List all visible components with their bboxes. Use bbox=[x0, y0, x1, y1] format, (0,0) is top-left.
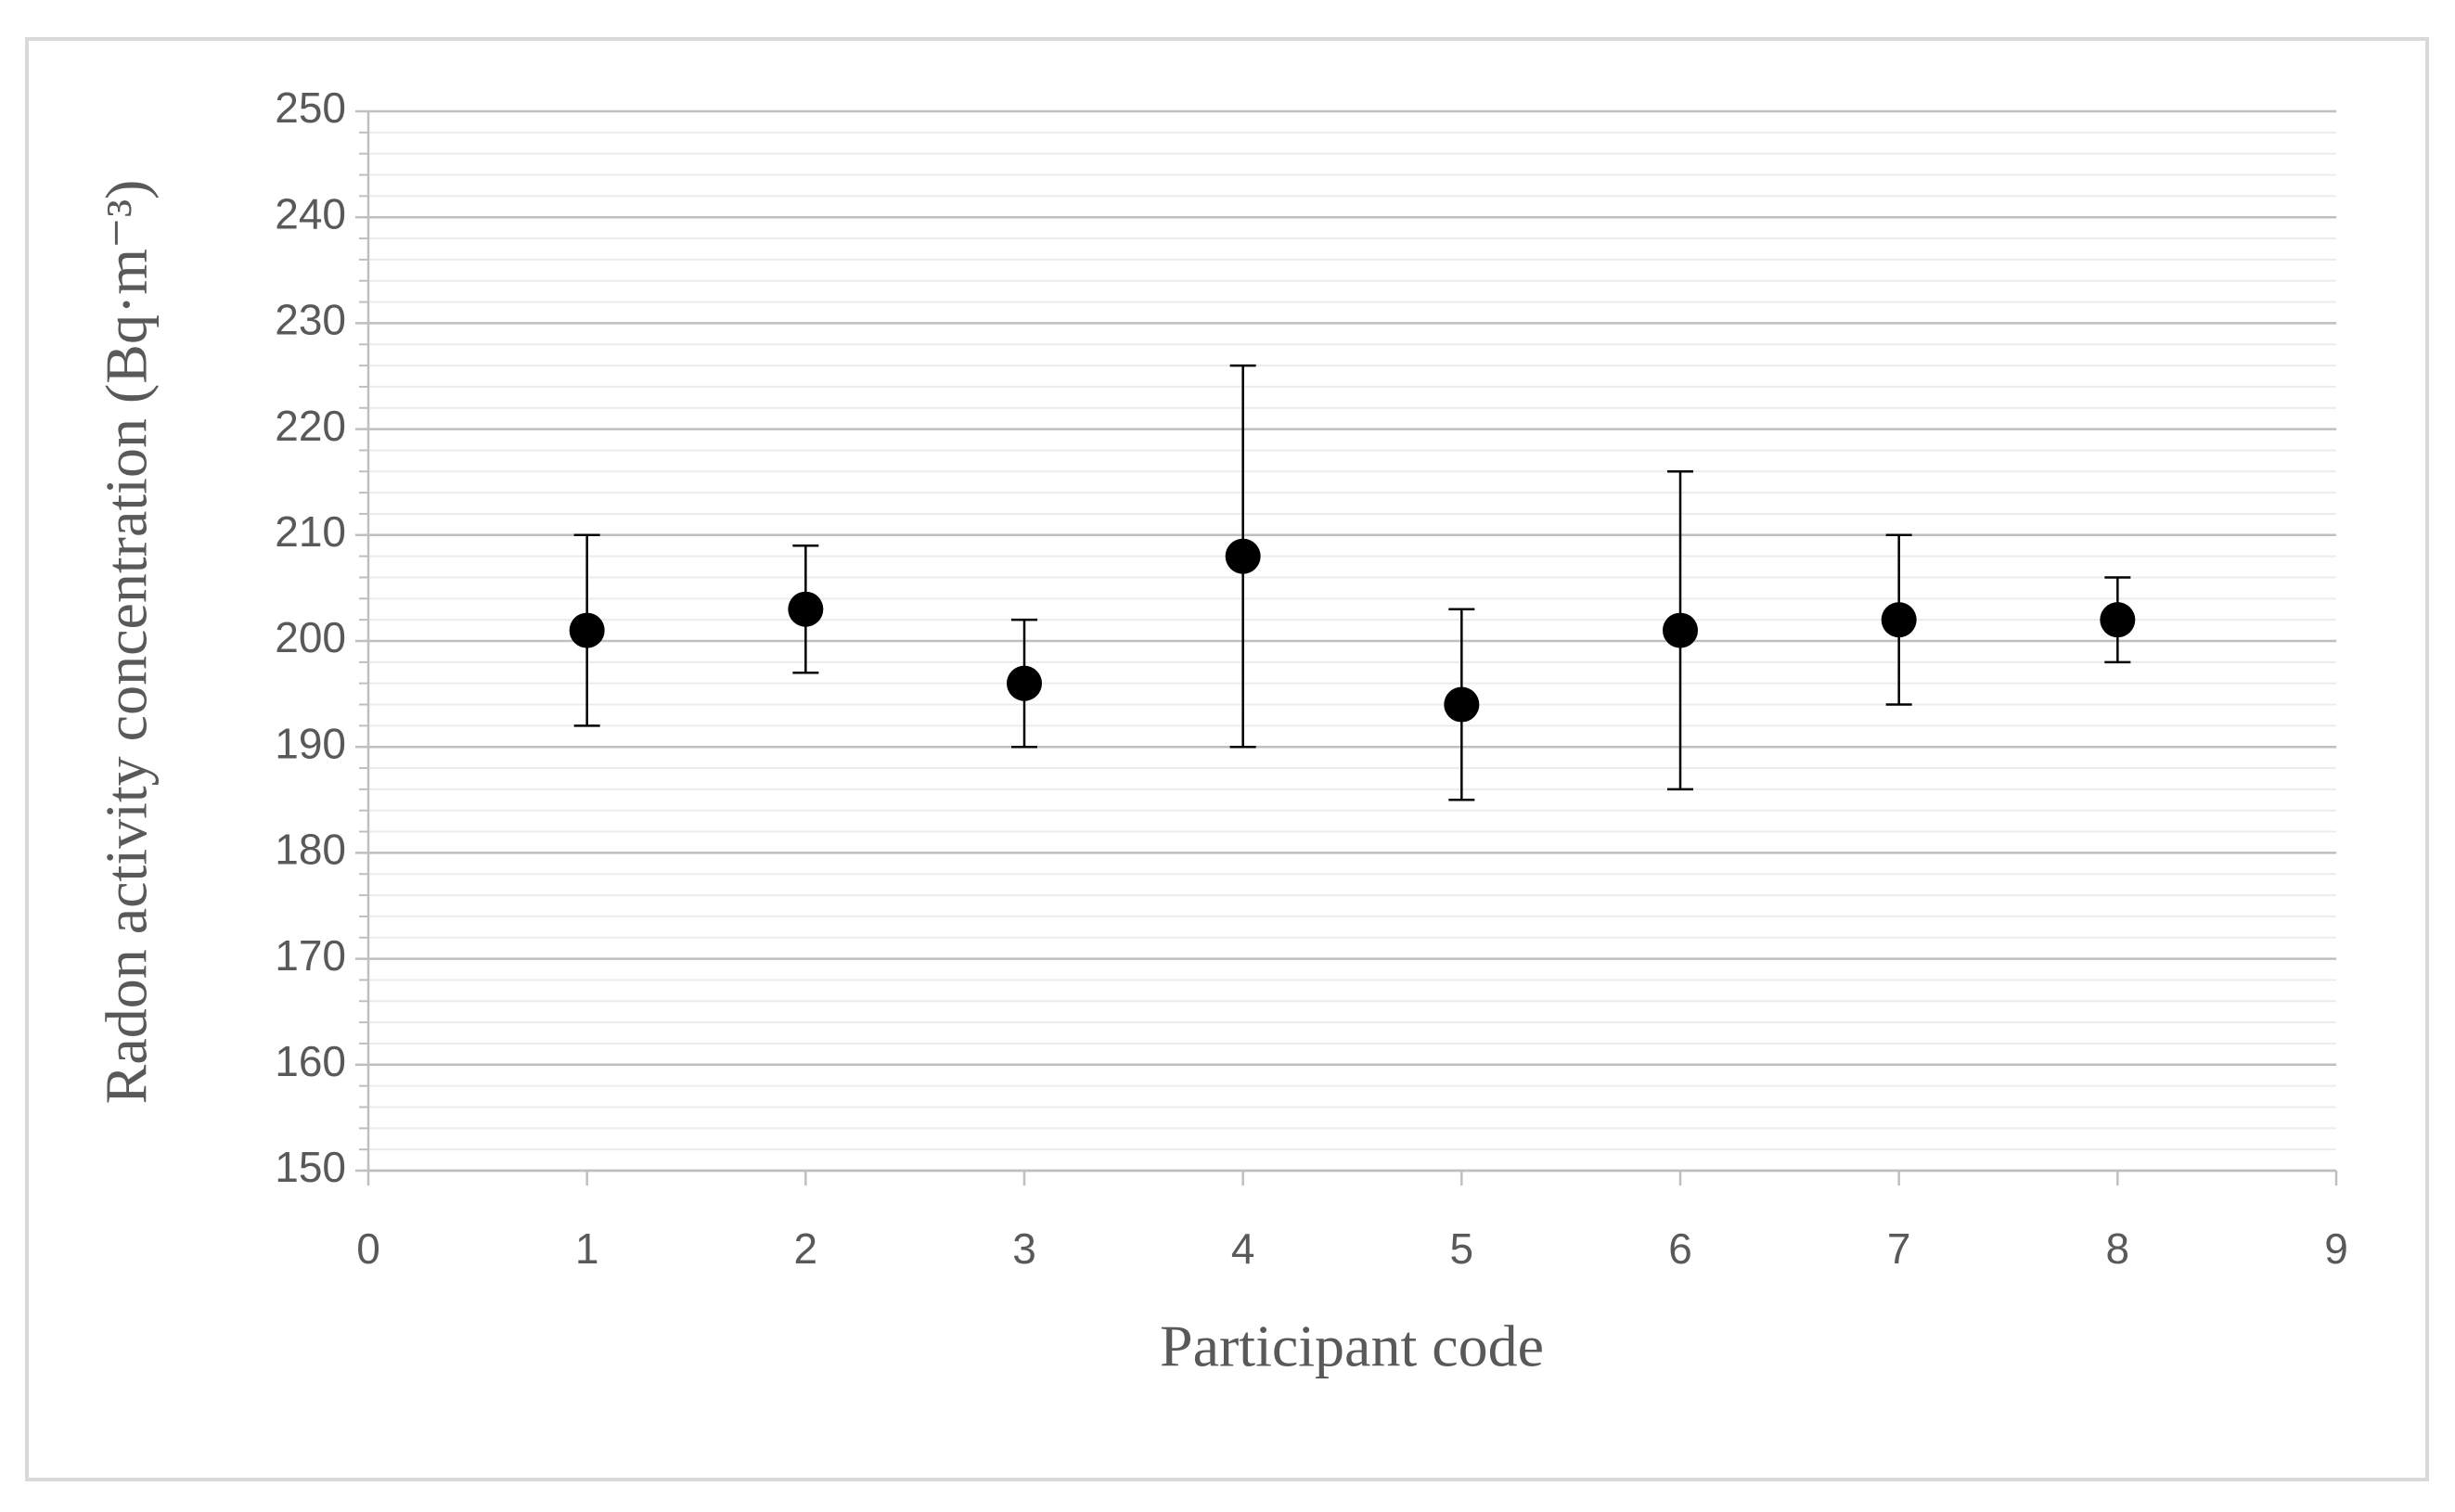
x-tick-label: 9 bbox=[2324, 1224, 2348, 1273]
point bbox=[1225, 538, 1261, 574]
point bbox=[1663, 612, 1698, 648]
y-tick-label: 210 bbox=[275, 507, 346, 556]
x-tick-label: 5 bbox=[1450, 1224, 1474, 1273]
y-tick-label: 220 bbox=[275, 402, 346, 450]
x-axis-title: Participant code bbox=[1160, 1313, 1544, 1379]
chart-frame bbox=[25, 37, 2429, 1481]
x-tick-label: 8 bbox=[2106, 1224, 2130, 1273]
y-tick-label: 170 bbox=[275, 931, 346, 980]
y-tick-label: 200 bbox=[275, 613, 346, 661]
x-tick-label: 3 bbox=[1012, 1224, 1036, 1273]
point bbox=[1444, 686, 1480, 723]
y-axis-title: Radon activity concentration (Bq·m⁻³) bbox=[94, 180, 160, 1105]
x-tick-label: 2 bbox=[794, 1224, 818, 1273]
x-tick-label: 7 bbox=[1887, 1224, 1911, 1273]
point bbox=[1007, 665, 1042, 701]
point bbox=[569, 612, 605, 648]
x-tick-label: 4 bbox=[1231, 1224, 1255, 1273]
point bbox=[1881, 602, 1917, 638]
y-tick-label: 240 bbox=[275, 189, 346, 237]
y-tick-label: 180 bbox=[275, 826, 346, 874]
x-tick-label: 0 bbox=[356, 1224, 380, 1273]
x-tick-label: 6 bbox=[1668, 1224, 1692, 1273]
y-tick-label: 150 bbox=[275, 1143, 346, 1191]
y-tick-label: 190 bbox=[275, 719, 346, 767]
y-tick-label: 160 bbox=[275, 1037, 346, 1085]
point bbox=[2100, 602, 2136, 638]
x-tick-label: 1 bbox=[575, 1224, 599, 1273]
y-tick-label: 250 bbox=[275, 83, 346, 132]
point bbox=[788, 591, 824, 627]
y-tick-label: 230 bbox=[275, 296, 346, 344]
